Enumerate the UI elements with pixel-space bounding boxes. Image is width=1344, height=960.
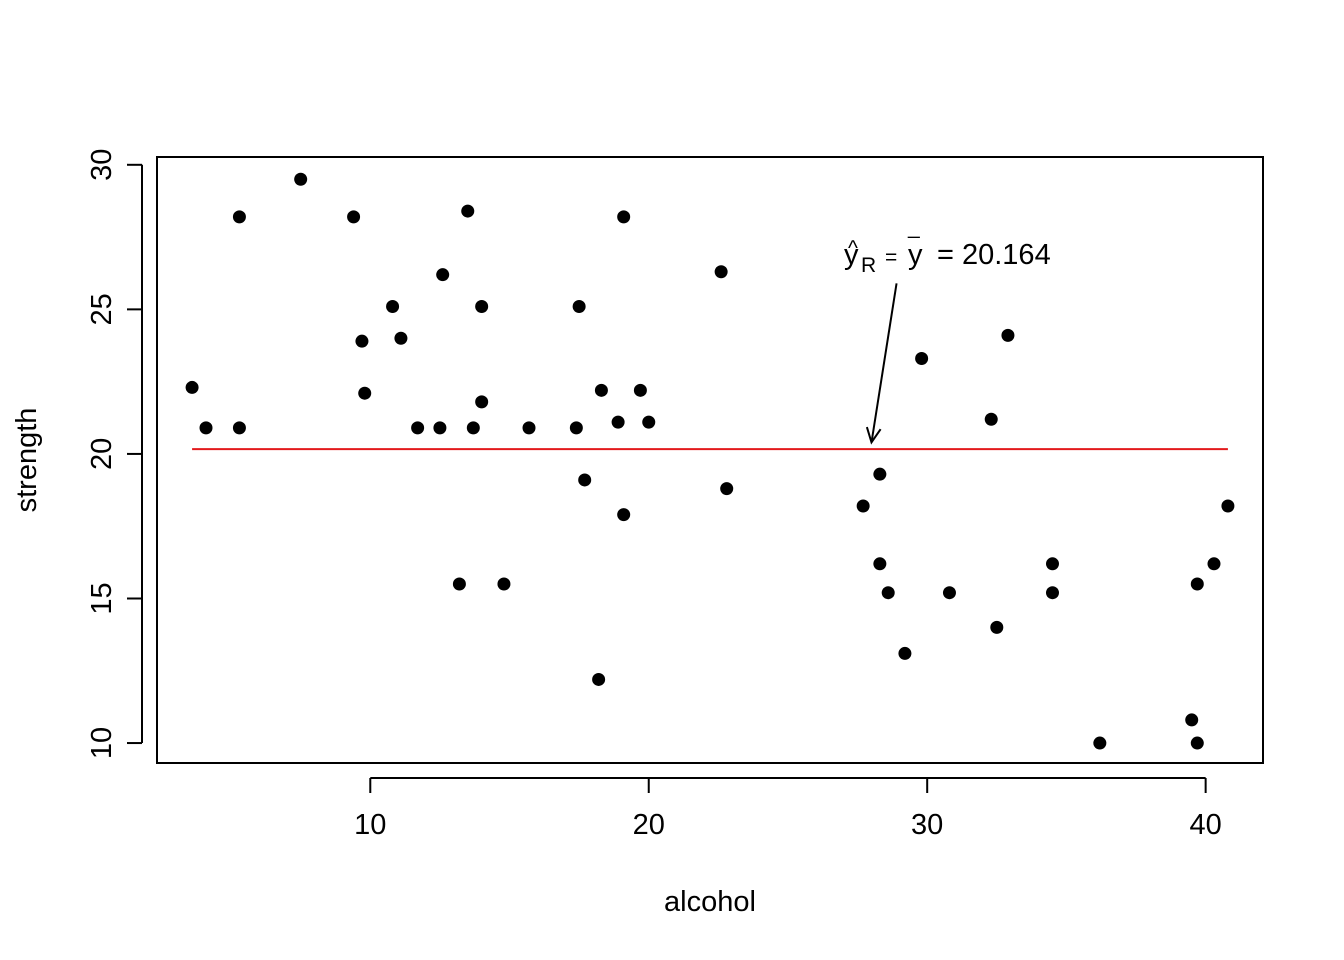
y-tick-label: 10: [86, 727, 118, 759]
data-point: [294, 172, 308, 186]
data-point: [714, 265, 728, 279]
data-point: [1045, 557, 1059, 571]
data-point: [394, 331, 408, 345]
y-tick-label: 30: [86, 149, 118, 181]
annotation-equals: =: [885, 246, 897, 269]
data-point: [915, 352, 929, 366]
data-point: [1190, 736, 1204, 750]
annotation-bar: _: [907, 216, 920, 239]
data-point: [578, 473, 592, 487]
data-point: [466, 421, 480, 435]
x-tick-label: 40: [1190, 809, 1222, 841]
data-point: [572, 299, 586, 313]
data-point: [1221, 499, 1235, 513]
data-point: [185, 380, 199, 394]
data-point: [569, 421, 583, 435]
data-point: [856, 499, 870, 513]
data-point: [642, 415, 656, 429]
data-point: [942, 586, 956, 600]
data-point: [873, 557, 887, 571]
annotation-arrow-shaft: [870, 283, 898, 443]
annotation-subscript: R: [861, 254, 876, 277]
annotation-arrow-head: [865, 426, 882, 445]
data-point: [497, 577, 511, 591]
data-point: [873, 467, 887, 481]
data-point: [720, 482, 734, 496]
x-axis-title: alcohol: [664, 886, 756, 918]
data-point: [617, 210, 631, 224]
data-point: [232, 421, 246, 435]
data-point: [1190, 577, 1204, 591]
data-point: [611, 415, 625, 429]
annotation-value: = 20.164: [937, 239, 1051, 271]
x-tick-label: 10: [354, 809, 386, 841]
data-point: [633, 383, 647, 397]
data-point: [617, 508, 631, 522]
data-point: [1185, 713, 1199, 727]
data-point: [522, 421, 536, 435]
data-point: [358, 386, 372, 400]
plot-frame: [156, 156, 1264, 764]
plot-area: [156, 156, 1264, 764]
data-point: [1045, 586, 1059, 600]
data-point: [1207, 557, 1221, 571]
data-point: [411, 421, 425, 435]
data-point: [475, 299, 489, 313]
x-axis: 10 20 30 40: [354, 777, 1222, 841]
y-axis: 10 15 20 25 30: [86, 149, 143, 759]
data-point: [1001, 328, 1015, 342]
data-point: [355, 334, 369, 348]
annotation-y-symbol: y: [844, 239, 859, 271]
data-point: [386, 299, 400, 313]
annotation: y ^ R = y _ = 20.164: [844, 216, 1051, 445]
data-point: [433, 421, 447, 435]
y-tick-label: 20: [86, 438, 118, 470]
y-tick-label: 15: [86, 582, 118, 614]
data-point: [475, 395, 489, 409]
annotation-hat: ^: [848, 237, 858, 260]
points-layer: [185, 172, 1235, 750]
data-point: [347, 210, 361, 224]
data-point: [1093, 736, 1107, 750]
x-tick-label: 20: [633, 809, 665, 841]
annotation-ybar-symbol: y: [908, 239, 923, 271]
data-point: [594, 383, 608, 397]
data-point: [436, 268, 450, 282]
data-point: [232, 210, 246, 224]
data-point: [898, 646, 912, 660]
data-point: [990, 620, 1004, 634]
data-point: [199, 421, 213, 435]
x-tick-label: 30: [911, 809, 943, 841]
data-point: [592, 672, 606, 686]
data-point: [881, 586, 895, 600]
data-point: [461, 204, 475, 218]
y-tick-label: 25: [86, 293, 118, 325]
y-axis-title: strength: [11, 408, 43, 513]
data-point: [984, 412, 998, 426]
data-point: [452, 577, 466, 591]
